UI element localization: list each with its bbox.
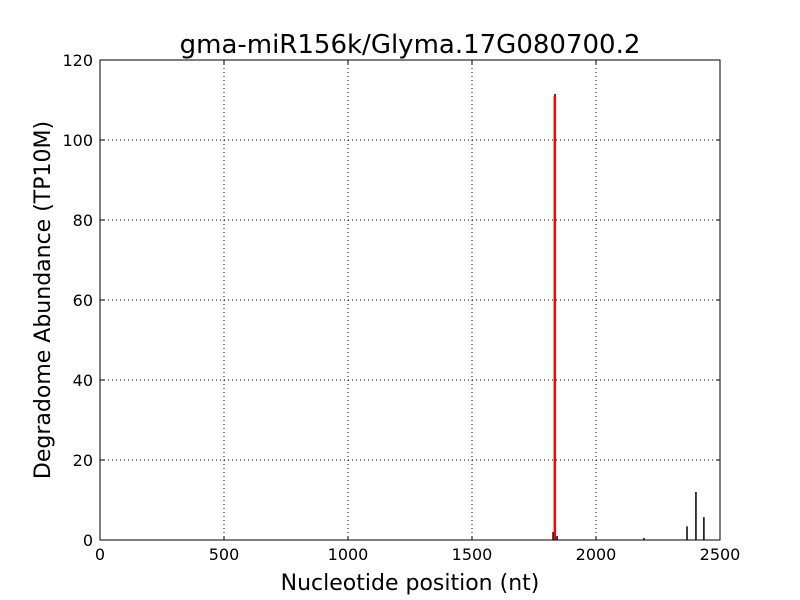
y-tick-label: 20 xyxy=(73,451,93,470)
x-tick-label: 500 xyxy=(209,545,240,564)
y-tick-label: 0 xyxy=(83,531,93,550)
x-tick-label: 2500 xyxy=(700,545,741,564)
x-tick-label: 0 xyxy=(95,545,105,564)
x-axis-label: Nucleotide position (nt) xyxy=(281,571,540,596)
y-tick-label: 80 xyxy=(73,211,93,230)
x-tick-label: 2000 xyxy=(576,545,617,564)
x-tick-label: 1000 xyxy=(328,545,369,564)
y-tick-label: 60 xyxy=(73,291,93,310)
y-axis-label: Degradome Abundance (TP10M) xyxy=(31,121,56,479)
y-tick-label: 100 xyxy=(62,131,93,150)
chart-title: gma-miR156k/Glyma.17G080700.2 xyxy=(180,30,641,60)
x-tick-label: 1500 xyxy=(452,545,493,564)
y-tick-label: 120 xyxy=(62,51,93,70)
y-tick-label: 40 xyxy=(73,371,93,390)
